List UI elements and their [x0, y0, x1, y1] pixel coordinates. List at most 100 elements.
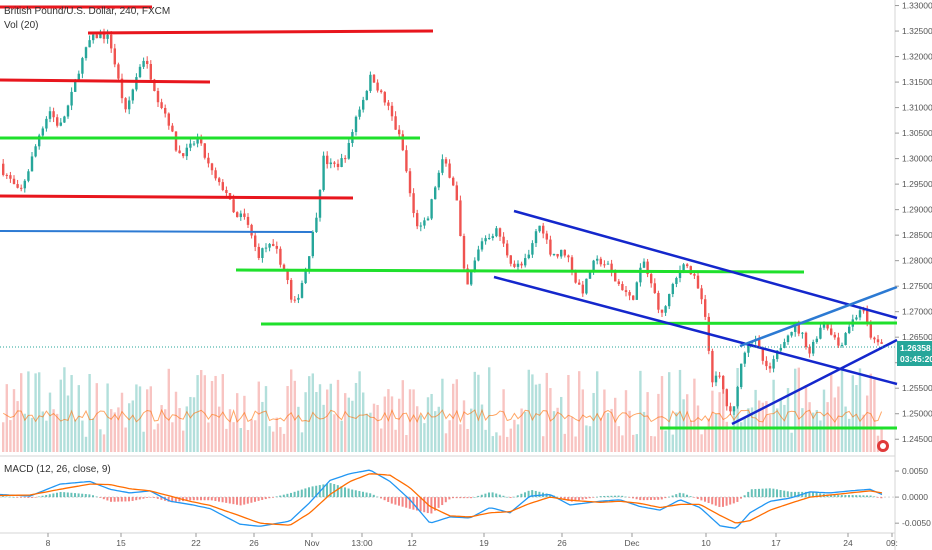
candle-body: [394, 116, 397, 130]
candle-body: [416, 213, 419, 227]
volume-bar: [473, 371, 476, 452]
volume-bar: [462, 400, 466, 452]
volume-bar: [113, 412, 116, 452]
resistance-line-4[interactable]: [0, 194, 354, 200]
volume-bar: [318, 384, 322, 452]
macd-histogram-bar: [696, 497, 699, 499]
volume-bar: [372, 403, 376, 452]
macd-histogram-bar: [664, 497, 667, 499]
volume-bar: [239, 428, 242, 452]
macd-histogram-bar: [758, 488, 760, 498]
candle-body: [102, 32, 106, 39]
candle-body: [272, 243, 275, 246]
symbol-legend[interactable]: British Pound/U.S. Dollar, 240, FXCM: [4, 6, 171, 17]
macd-histogram-bar: [570, 497, 573, 502]
volume-bar: [174, 391, 178, 452]
support-line-3[interactable]: [260, 321, 898, 326]
volume-bar: [758, 400, 761, 452]
macd-histogram-bar: [45, 494, 48, 498]
volume-bar: [858, 368, 862, 452]
volume-bar: [365, 413, 368, 452]
volume-bar: [642, 411, 646, 452]
volume-bar: [38, 372, 41, 452]
macd-legend[interactable]: MACD (12, 26, close, 9): [4, 464, 111, 475]
macd-histogram-bar: [804, 491, 807, 498]
rising-trend-line-light[interactable]: [739, 285, 898, 348]
macd-histogram-bar: [394, 497, 397, 505]
macd-histogram-bar: [783, 490, 786, 498]
macd-histogram-bar: [815, 492, 818, 498]
candle-body: [210, 163, 214, 171]
candle-body: [534, 231, 538, 244]
macd-histogram-bar: [272, 497, 274, 498]
drawing-tools[interactable]: [0, 5, 898, 430]
macd-histogram-bar: [459, 497, 462, 499]
channel-upper-line[interactable]: [513, 209, 898, 320]
price-tick-label: 1.31500: [902, 77, 932, 87]
level-line-blue[interactable]: [0, 230, 313, 233]
support-line-2[interactable]: [235, 268, 805, 274]
candle-body: [506, 243, 509, 256]
macd-histogram-bar: [840, 495, 843, 498]
volume-bar: [534, 384, 538, 452]
volume-legend[interactable]: Vol (20): [4, 20, 39, 31]
volume-bar: [207, 422, 210, 452]
volume-bar: [484, 429, 487, 452]
macd-histogram-bar: [657, 497, 660, 500]
candle-body: [880, 342, 883, 344]
candle-body: [664, 306, 667, 313]
time-scale[interactable]: 8 15 22 26 Nov 13:00 12 19 26 Dec 10 17 24 09:: [46, 533, 898, 548]
volume-bar: [275, 417, 278, 452]
candle-body: [347, 143, 350, 159]
candle-body: [650, 274, 653, 284]
candle-body: [387, 102, 390, 106]
macd-scale[interactable]: 0.0050 0.0000 -0.0050: [895, 466, 931, 528]
volume-bar: [498, 435, 502, 452]
macd-histogram-bar: [549, 494, 552, 498]
notification-icon[interactable]: [877, 440, 889, 452]
macd-histogram-bar: [189, 497, 192, 501]
candle-body: [380, 90, 383, 93]
candle-body: [84, 47, 88, 59]
candle-body: [326, 155, 329, 165]
volume-bar: [434, 411, 437, 452]
candle-body: [718, 375, 721, 377]
price-scale[interactable]: 1.33000 1.32500 1.32000 1.31500 1.31000 1.305…: [895, 1, 932, 445]
channel-lower-line[interactable]: [493, 275, 898, 386]
macd-histogram-bar: [390, 497, 393, 504]
volume-bar: [675, 412, 678, 452]
candle-body: [711, 350, 714, 383]
candle-body: [639, 267, 642, 283]
candle-body: [660, 309, 664, 313]
resistance-line-2[interactable]: [87, 29, 434, 35]
macd-histogram-bar: [362, 491, 364, 498]
resistance-line-3[interactable]: [0, 78, 211, 84]
volume-bar: [754, 389, 757, 452]
candle-body: [484, 238, 487, 242]
candle-body: [520, 263, 523, 266]
macd-histogram-bar: [704, 497, 706, 502]
macd-histogram-bar: [38, 496, 40, 498]
time-tick-label: 13:00: [351, 538, 373, 548]
volume-bar: [81, 420, 84, 452]
volume-bar: [419, 415, 422, 452]
volume-bar: [444, 433, 448, 452]
candle-body: [700, 288, 703, 300]
macd-histogram-bar: [106, 497, 109, 501]
candle-body: [23, 180, 26, 189]
macd-histogram-bar: [52, 493, 55, 498]
volume-bar: [315, 392, 318, 452]
volume-bar: [516, 424, 520, 452]
volume-bar: [369, 412, 372, 452]
macd-histogram-bar: [743, 495, 746, 498]
candle-body: [106, 34, 109, 39]
candle-body: [772, 359, 775, 369]
volume-bar: [102, 434, 106, 452]
macd-histogram-bar: [351, 489, 354, 498]
candlesticks: [2, 28, 883, 416]
volume-bar: [261, 401, 264, 452]
volume-bar: [660, 376, 664, 452]
rising-trend-line[interactable]: [731, 338, 898, 426]
volume-bar: [272, 431, 275, 452]
